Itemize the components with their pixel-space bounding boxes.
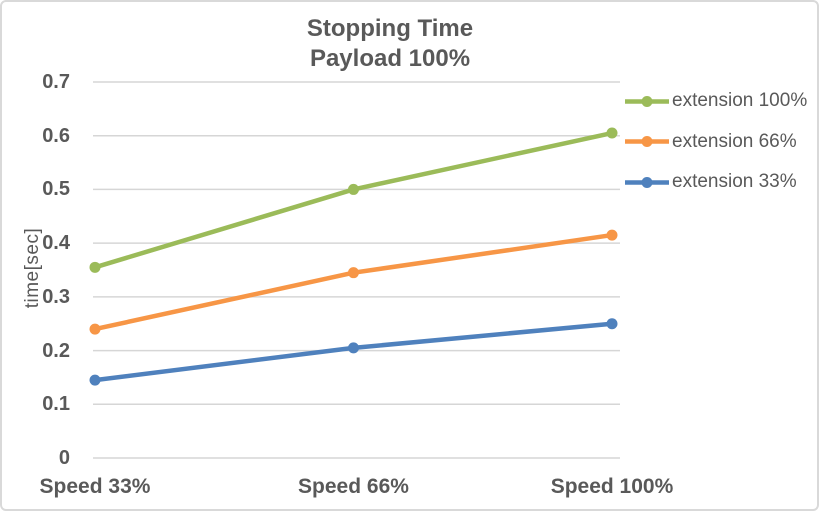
legend: extension 100% extension 66% extension 33% <box>624 0 819 511</box>
chart-title: Stopping Time Payload 100% <box>0 14 780 74</box>
y-axis-tick-label: 0.1 <box>42 393 70 416</box>
legend-item-label: extension 66% <box>672 130 797 152</box>
data-point-extension-33-speed-100 <box>606 318 618 330</box>
legend-item-extension-100: extension 100% <box>624 90 807 112</box>
y-axis-tick-label: 0.7 <box>42 71 70 93</box>
y-axis-tick-label: 0.4 <box>42 232 70 255</box>
data-point-extension-33-speed-66 <box>348 342 359 354</box>
legend-item-extension-66: extension 66% <box>624 131 797 153</box>
x-axis-tick-label: Speed 33% <box>39 475 151 498</box>
data-point-extension-100-speed-100 <box>606 127 618 139</box>
y-axis-tick-label: 0 <box>58 447 70 469</box>
y-axis: 0 0.1 0.2 0.3 0.4 0.5 0.6 0.7 <box>0 0 70 511</box>
data-point-extension-100-speed-33 <box>89 261 101 273</box>
data-point-extension-100-speed-66 <box>348 183 359 195</box>
legend-item-label: extension 100% <box>672 90 808 111</box>
y-axis-tick-label: 0.6 <box>42 124 70 147</box>
data-point-extension-33-speed-33 <box>89 374 101 386</box>
legend-item-label: extension 33% <box>672 171 797 192</box>
legend-item-extension-33: extension 33% <box>624 171 797 193</box>
y-axis-tick-label: 0.2 <box>42 339 70 362</box>
legend-marker-icon <box>625 95 669 107</box>
data-point-extension-66-speed-33 <box>89 323 101 335</box>
chart-title-line1: Stopping Time <box>306 15 474 42</box>
legend-marker-icon <box>625 136 669 147</box>
x-axis-tick-label: Speed 66% <box>298 475 409 498</box>
data-point-extension-66-speed-66 <box>348 267 359 279</box>
y-axis-tick-label: 0.5 <box>42 178 70 201</box>
x-axis-tick-label: Speed 100% <box>550 475 674 498</box>
y-axis-tick-label: 0.3 <box>42 285 70 308</box>
chart-title-line2: Payload 100% <box>309 45 471 72</box>
legend-marker-icon <box>625 176 669 188</box>
data-point-extension-66-speed-100 <box>606 229 618 241</box>
